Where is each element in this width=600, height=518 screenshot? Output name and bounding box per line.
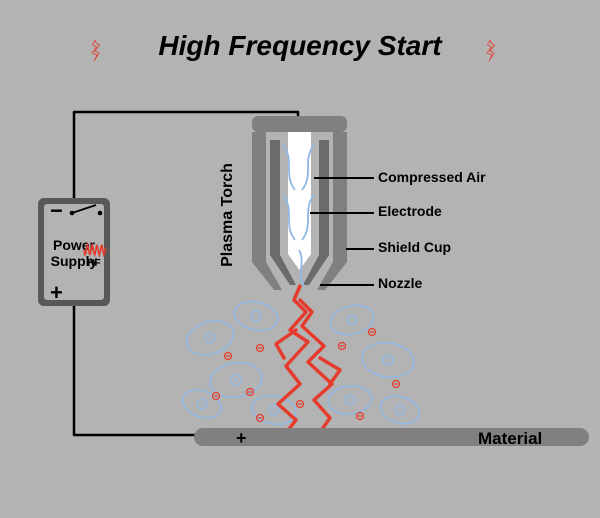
shield-cup [333, 132, 347, 262]
material-label: Material [478, 429, 542, 448]
part-label: Electrode [378, 203, 442, 219]
switch-node [98, 211, 103, 216]
ion-plus: + [385, 355, 390, 365]
ion-plus: + [347, 395, 352, 405]
material-plus: + [236, 428, 247, 448]
torch-cap [252, 116, 347, 132]
ion-plus: + [253, 311, 258, 321]
part-label: Nozzle [378, 275, 423, 291]
hf-label: HF [87, 258, 100, 269]
ion-plus: + [397, 405, 402, 415]
ion-plus: + [233, 375, 238, 385]
ion-plus: + [349, 315, 354, 325]
ps-plus: + [50, 280, 63, 305]
nozzle [270, 140, 280, 255]
shield-cup [252, 132, 266, 262]
ps-minus: − [50, 198, 63, 223]
part-label: Shield Cup [378, 239, 451, 255]
ion-plus: + [207, 333, 212, 343]
nozzle [319, 140, 329, 255]
plasma-torch-label: Plasma Torch [219, 163, 236, 267]
part-label: Compressed Air [378, 169, 486, 185]
ion-plus: + [271, 405, 276, 415]
title: High Frequency Start [158, 30, 443, 61]
ion-plus: + [199, 399, 204, 409]
